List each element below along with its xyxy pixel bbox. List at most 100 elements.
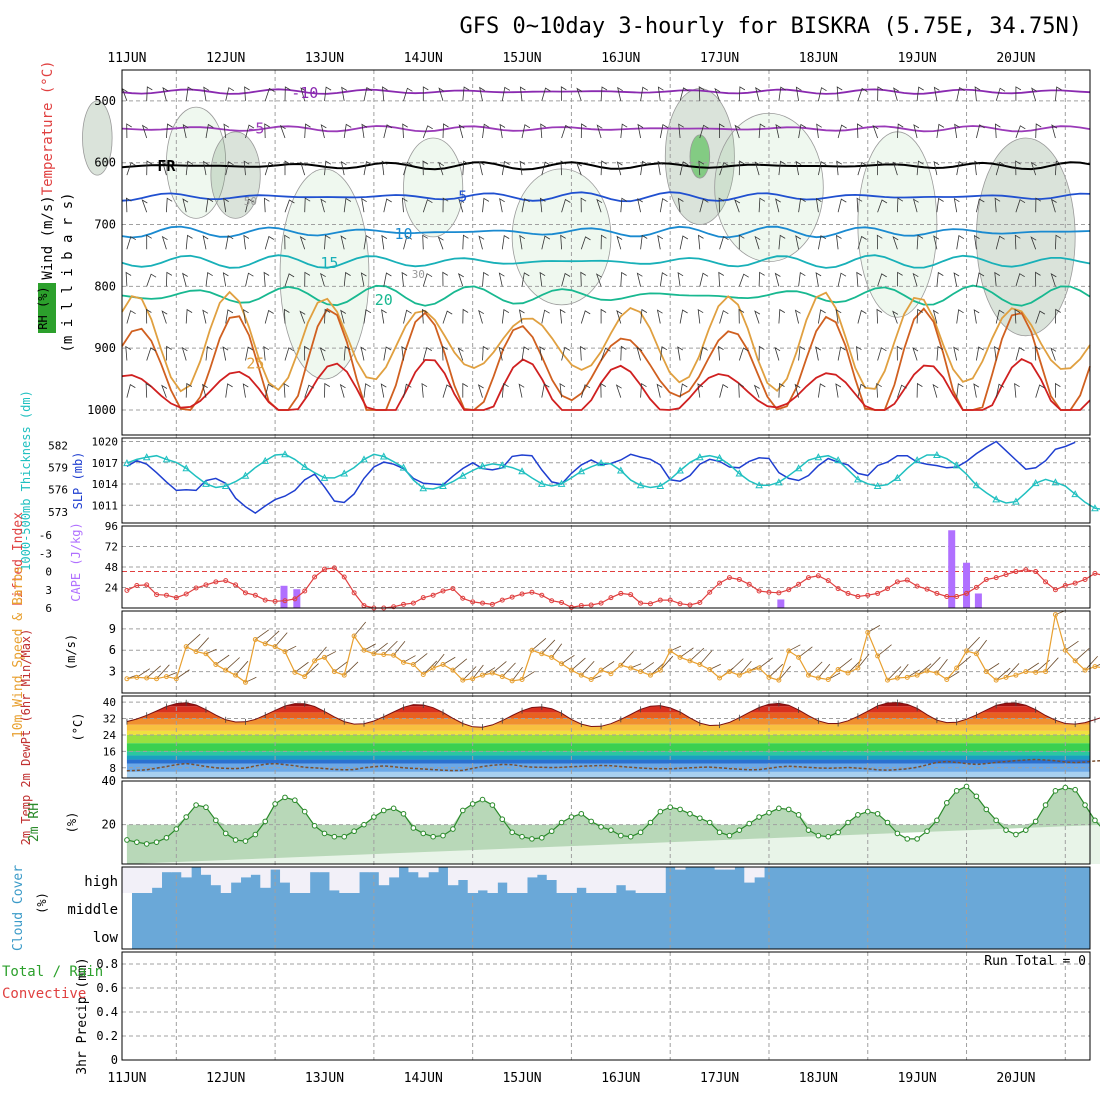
day-label-top: 16JUN: [601, 51, 640, 66]
cape-tick: 96: [105, 520, 118, 533]
wind-barb: [360, 346, 367, 361]
rh-line: [126, 785, 1100, 845]
wind-barb: [738, 347, 749, 361]
precip-tick: 0.8: [96, 957, 118, 971]
wind-speed-marker: [993, 677, 999, 683]
surface-wind-barb: [452, 658, 468, 671]
wind-barb: [284, 160, 291, 176]
wind-speed-marker: [203, 651, 209, 657]
wind-barb: [995, 235, 1005, 250]
rh-marker: [1022, 827, 1029, 833]
surface-wind-barb: [571, 657, 586, 671]
surface-wind-barb: [966, 636, 980, 652]
lifted-index-marker: [124, 587, 130, 593]
wind-barb: [263, 197, 270, 213]
wind-barb: [600, 234, 607, 250]
wind-speed-marker: [736, 672, 742, 678]
wind-speed-marker: [638, 669, 644, 675]
wind-barb: [382, 86, 388, 101]
wind-barb: [225, 309, 234, 324]
day-label-bottom: 16JUN: [601, 1071, 640, 1086]
thickness-marker: [715, 453, 724, 461]
wind-barb: [501, 383, 509, 398]
surface-wind-barb: [768, 663, 784, 678]
rh-marker: [459, 807, 466, 814]
thickness-marker: [1091, 504, 1099, 512]
thickness-tick: 576: [48, 484, 68, 497]
pressure-tick: 700: [94, 218, 116, 232]
surface-wind-barb: [551, 643, 563, 658]
rh-marker: [835, 829, 841, 836]
day-label-top: 20JUN: [996, 51, 1035, 66]
wind-barb: [856, 271, 863, 287]
surface-wind-barb: [699, 650, 713, 665]
wind-speed-marker: [677, 654, 683, 660]
wind-barb: [401, 271, 408, 287]
wind-barb: [640, 234, 648, 250]
cape-bar: [777, 599, 785, 608]
surface-wind-barb: [373, 642, 388, 655]
wind-barb: [936, 271, 944, 287]
rh-marker: [845, 819, 851, 826]
wind-barb: [319, 347, 326, 361]
cloud-high-block: [329, 867, 340, 891]
wind-barb: [877, 160, 883, 176]
lifted-index-marker: [983, 576, 989, 582]
thickness-marker: [893, 473, 902, 481]
slp-tick: 1014: [92, 478, 119, 491]
rh-marker: [855, 812, 861, 818]
wind-barb: [361, 197, 367, 213]
pressure-tick: 500: [94, 94, 116, 108]
wind-barb: [442, 271, 449, 287]
surface-wind-barb: [956, 655, 971, 669]
wind-barb: [973, 309, 980, 324]
isotherm-line: [121, 358, 1091, 411]
wind-barb: [1015, 160, 1021, 176]
cloud-left-gap: [122, 867, 132, 949]
wind-barb: [837, 346, 846, 361]
wind-barb: [1014, 234, 1021, 250]
surface-wind-barb: [976, 639, 987, 655]
thickness-marker: [1051, 478, 1060, 486]
wind-barb: [340, 235, 347, 250]
rh-marker: [351, 828, 357, 835]
wind-barb: [1030, 161, 1037, 176]
surface-wind-barb: [185, 633, 201, 647]
cloud-high-block: [487, 867, 498, 893]
thickness-marker: [676, 466, 684, 474]
rh-marker: [390, 805, 397, 812]
wind-barb: [519, 86, 526, 101]
wind-barb: [698, 234, 704, 250]
cloud-high-block: [477, 867, 488, 891]
contour-label: 50: [244, 195, 257, 208]
wind-barb: [758, 123, 766, 139]
precip-tick: 0.2: [96, 1029, 118, 1043]
wind-barb: [462, 234, 469, 250]
wind-axis-unit: (m/s): [64, 634, 78, 670]
rh-marker: [963, 783, 970, 790]
rh-marker: [973, 793, 980, 800]
wind-barb: [897, 271, 903, 287]
lifted-index-marker: [608, 595, 614, 601]
wind-barb: [973, 383, 980, 398]
wind-barb: [518, 309, 525, 324]
wind-barb: [837, 272, 847, 287]
lifted-index-marker: [1043, 579, 1049, 585]
wind-barb: [242, 383, 249, 398]
wind-barb: [442, 310, 453, 324]
wind-barb: [976, 198, 985, 213]
wind-barb: [279, 124, 286, 139]
wind-barb: [699, 124, 709, 139]
wind-barb: [478, 235, 485, 250]
wind-barb: [616, 310, 623, 324]
thickness-marker: [458, 471, 467, 479]
wind-barb: [857, 383, 867, 398]
surface-wind-barb: [926, 656, 941, 672]
wind-barb: [933, 86, 940, 101]
rh-humidity-patch: [976, 137, 1076, 337]
wind-barb: [893, 87, 899, 102]
cloud-high-block: [497, 867, 508, 883]
thickness-marker: [419, 484, 428, 492]
thickness-tick: 579: [48, 462, 68, 475]
wind-barb: [264, 161, 275, 176]
